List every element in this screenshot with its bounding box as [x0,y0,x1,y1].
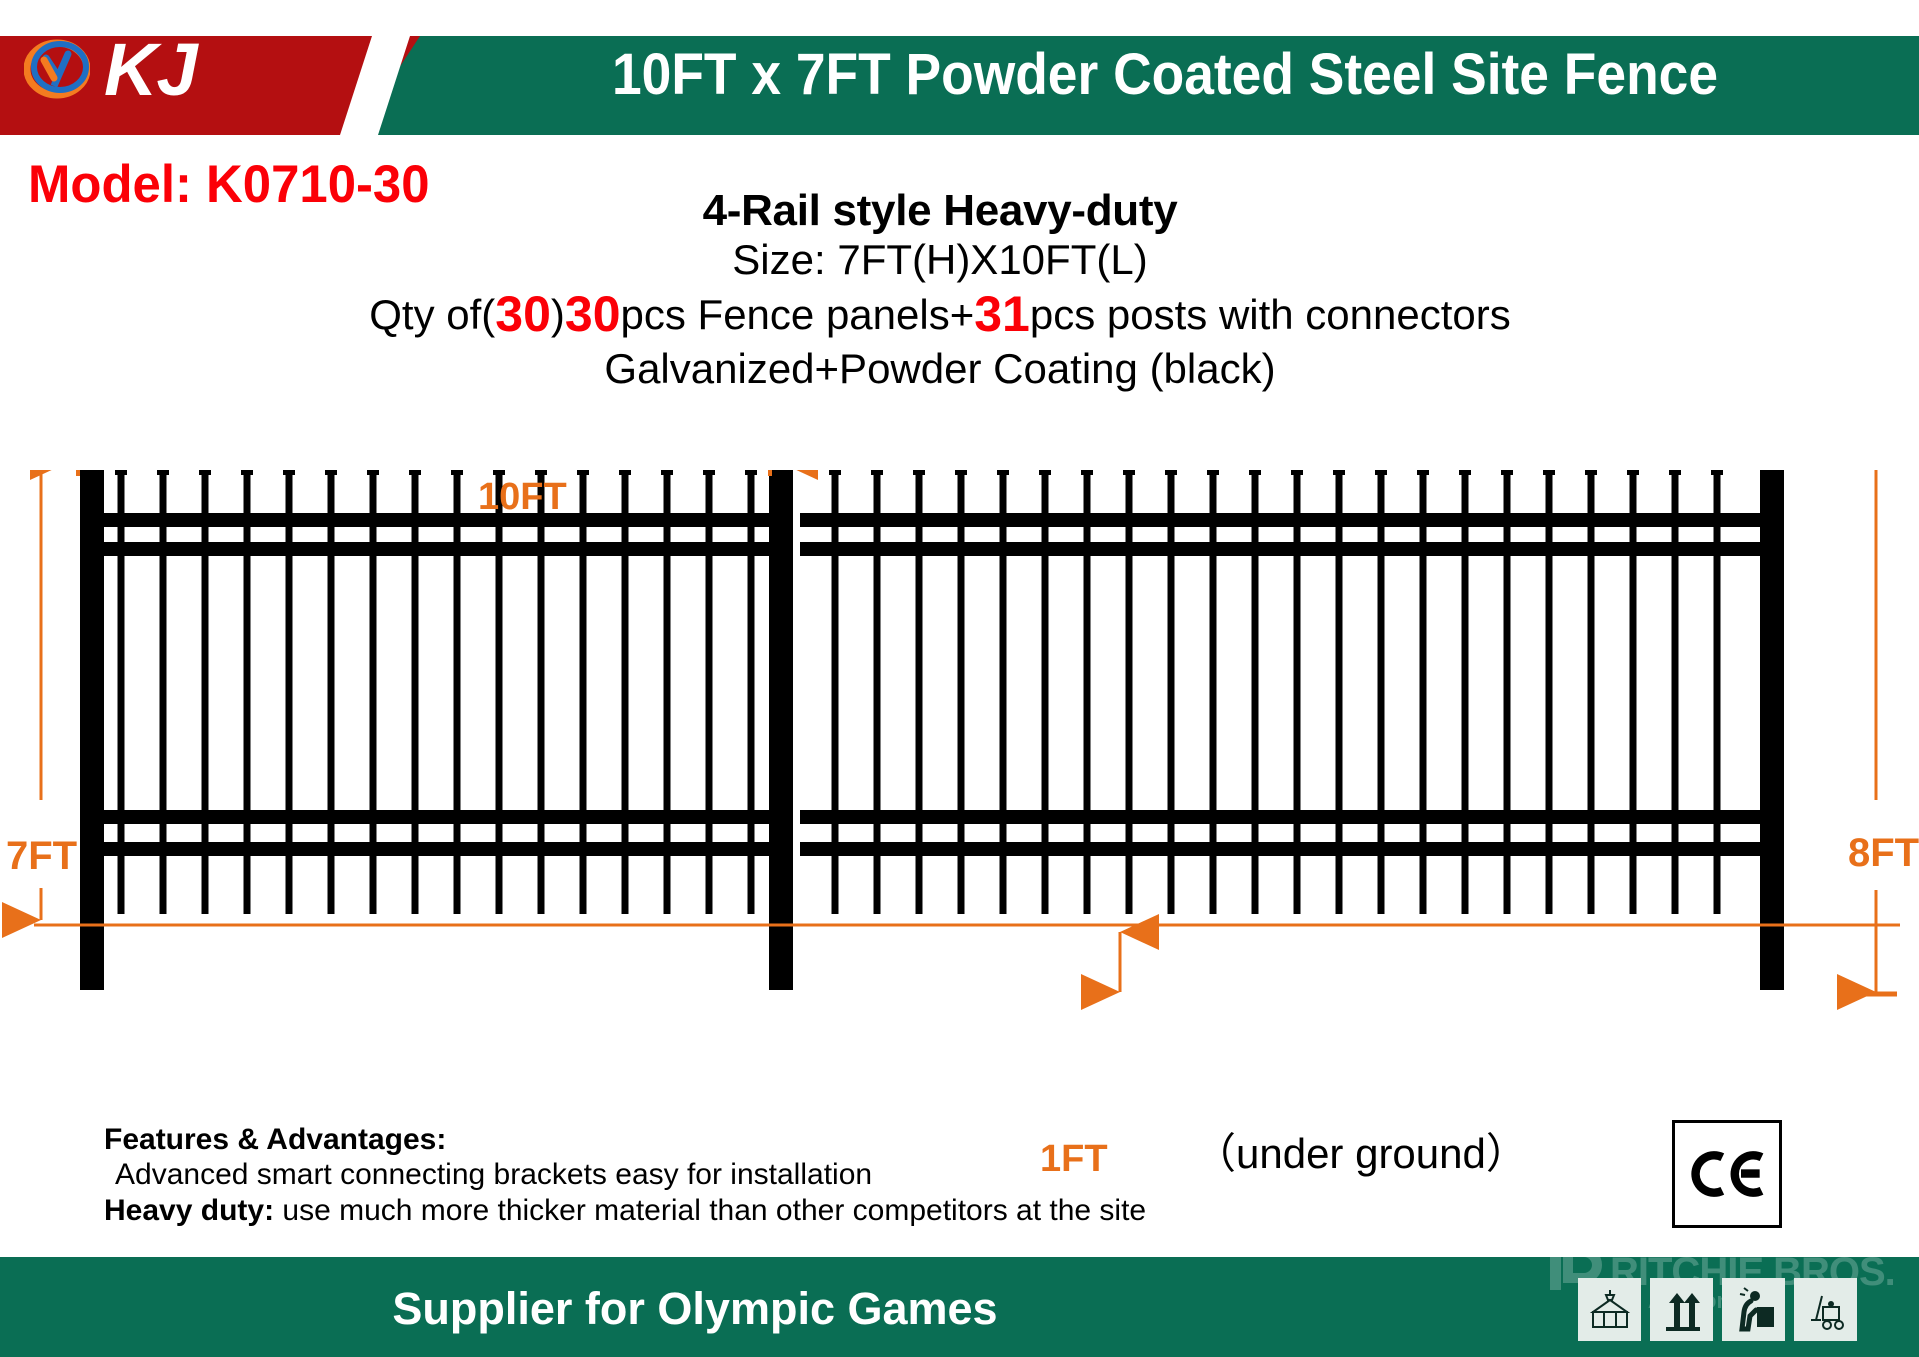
forklift-icon [1794,1278,1857,1341]
this-side-up-icon [1650,1278,1713,1341]
rail-top-2-left [80,542,780,556]
kj-ellipse-logo-icon [23,38,91,100]
qty-middle-text: pcs Fence panels+ [620,290,975,338]
spec-quantity-line: Qty of(30)30pcs Fence panels+31pcs posts… [230,285,1650,344]
qty-panels-value: 30 [564,285,621,342]
dimension-7ft [2,470,43,938]
qty-paren-value: 30 [495,285,551,342]
brand-name: KJ [104,28,198,111]
rail-bottom-1-right [800,810,1780,824]
spec-text-block: 4-Rail style Heavy-duty Size: 7FT(H)X10F… [230,186,1650,393]
dimension-8ft [1837,470,1897,1010]
features-line-1: Advanced smart connecting brackets easy … [115,1158,873,1192]
qty-posts-value: 31 [974,285,1030,342]
picket-group-left [115,470,757,892]
features-line-2-label: Heavy duty: [104,1193,275,1227]
spec-size-line: Size: 7FT(H)X10FT(L) [732,236,1148,284]
spec-style-line: 4-Rail style Heavy-duty [702,186,1178,235]
features-heading: Features & Advantages: [104,1123,447,1156]
qty-prefix: Qty of( [369,290,496,338]
header-banner [0,36,1919,135]
shipping-icon-group [1578,1278,1857,1341]
rail-top-2-right [800,542,1780,556]
dimension-label-10ft: 10FT [478,476,567,518]
bottom-picket-group-right [831,870,1721,914]
rail-bottom-2-left [80,842,780,856]
spec-coating-line: Galvanized+Powder Coating (black) [604,344,1276,392]
model-number: Model: K0710-30 [28,155,430,214]
fence-post-left [80,470,104,990]
rail-bottom-2-right [800,842,1780,856]
features-line-2: Heavy duty: use much more thicker materi… [104,1193,1146,1228]
underground-note: （under ground） [1194,1130,1528,1177]
features-line-2-text: use much more thicker material than othe… [274,1193,1147,1227]
rail-bottom-1-left [80,810,780,824]
qty-suffix-text: pcs posts with connectors [1029,290,1511,338]
fence-post-middle [769,470,793,990]
fence-technical-drawing [0,470,1919,1230]
crane-lift-icon [1578,1278,1641,1341]
qty-close-paren: ) [550,290,565,338]
dimension-label-8ft: 8FT [1848,831,1919,875]
page-title: 10FT x 7FT Powder Coated Steel Site Fenc… [611,42,1719,107]
features-block: Features & Advantages: Advanced smart co… [104,1122,1146,1228]
dimension-label-7ft: 7FT [6,834,78,878]
manual-handling-icon [1722,1278,1785,1341]
fence-panel-left [80,470,780,914]
picket-group-right [829,470,1723,892]
bottom-picket-group-left [117,870,755,914]
footer-text: Supplier for Olympic Games [392,1283,998,1334]
rail-top-1-left [80,513,780,527]
fence-post-right [1760,470,1784,990]
rail-top-1-right [800,513,1780,527]
fence-panel-right [800,470,1780,914]
ce-mark-icon [1672,1120,1782,1228]
dimension-label-1ft: 1FT [1040,1138,1108,1180]
